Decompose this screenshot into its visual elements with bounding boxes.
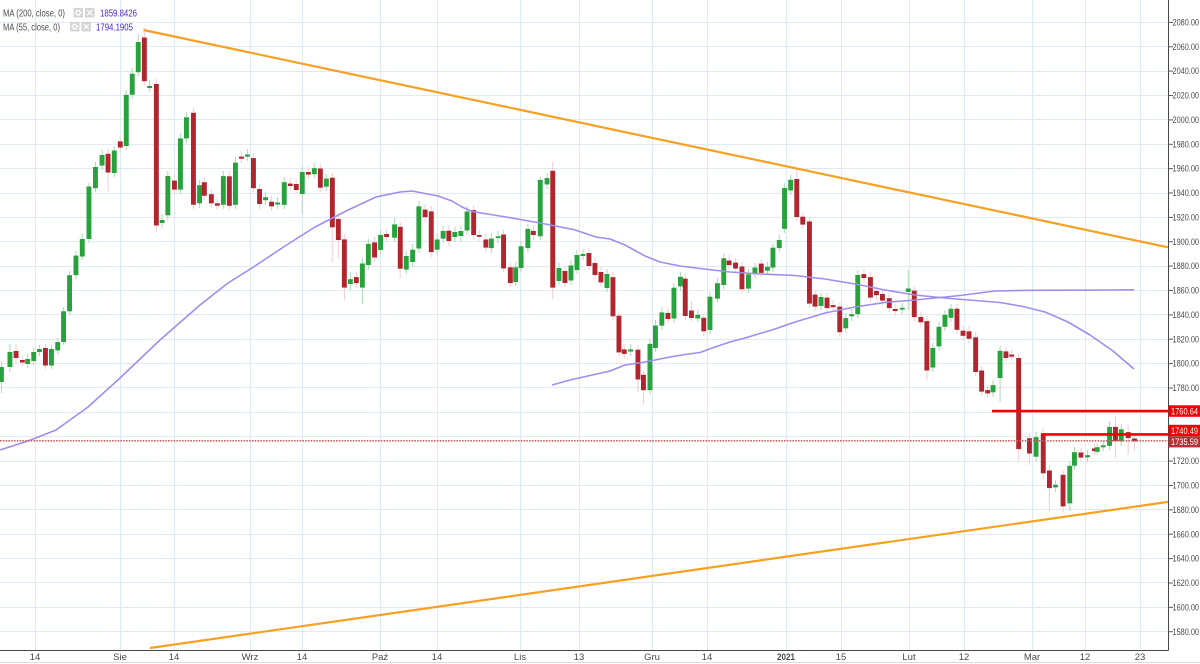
- svg-text:1840.00: 1840.00: [1173, 310, 1200, 321]
- svg-text:1735.59: 1735.59: [1171, 437, 1198, 448]
- svg-text:14: 14: [30, 652, 41, 663]
- svg-text:15: 15: [836, 652, 847, 663]
- svg-text:1900.00: 1900.00: [1173, 237, 1200, 248]
- svg-text:1794.1905: 1794.1905: [96, 22, 133, 34]
- svg-text:1660.00: 1660.00: [1173, 529, 1200, 540]
- svg-text:1780.00: 1780.00: [1173, 383, 1200, 394]
- svg-text:1640.00: 1640.00: [1173, 554, 1200, 565]
- svg-text:1760.64: 1760.64: [1171, 406, 1198, 417]
- svg-text:1580.00: 1580.00: [1173, 627, 1200, 638]
- svg-text:Mar: Mar: [1024, 652, 1040, 663]
- svg-text:Lis: Lis: [514, 652, 526, 663]
- svg-text:2000.00: 2000.00: [1173, 115, 1200, 126]
- svg-text:1720.00: 1720.00: [1173, 456, 1200, 467]
- svg-text:1740.49: 1740.49: [1171, 426, 1198, 437]
- svg-text:2060.00: 2060.00: [1173, 42, 1200, 53]
- svg-text:1940.00: 1940.00: [1173, 188, 1200, 199]
- svg-text:13: 13: [574, 652, 585, 663]
- svg-text:1880.00: 1880.00: [1173, 261, 1200, 272]
- svg-text:Lut: Lut: [902, 652, 916, 663]
- svg-text:1920.00: 1920.00: [1173, 213, 1200, 224]
- svg-text:2020.00: 2020.00: [1173, 91, 1200, 102]
- svg-text:1860.00: 1860.00: [1173, 286, 1200, 297]
- svg-text:1800.00: 1800.00: [1173, 359, 1200, 370]
- svg-text:2040.00: 2040.00: [1173, 66, 1200, 77]
- svg-text:2080.00: 2080.00: [1173, 18, 1200, 29]
- svg-text:MA (200, close, 0): MA (200, close, 0): [3, 7, 65, 19]
- svg-text:MA (55, close, 0): MA (55, close, 0): [3, 21, 60, 33]
- svg-text:1859.8426: 1859.8426: [100, 8, 137, 20]
- svg-text:1700.00: 1700.00: [1173, 481, 1200, 492]
- svg-text:14: 14: [702, 652, 713, 663]
- svg-text:1620.00: 1620.00: [1173, 578, 1200, 589]
- svg-text:Sie: Sie: [113, 652, 127, 663]
- svg-text:12: 12: [1080, 652, 1091, 663]
- svg-text:1680.00: 1680.00: [1173, 505, 1200, 516]
- svg-text:Paź: Paź: [372, 652, 389, 663]
- svg-text:Wrz: Wrz: [242, 652, 259, 663]
- svg-text:1960.00: 1960.00: [1173, 164, 1200, 175]
- svg-text:23: 23: [1135, 652, 1146, 663]
- svg-text:14: 14: [432, 652, 443, 663]
- svg-text:2021: 2021: [777, 652, 796, 663]
- svg-text:14: 14: [297, 652, 308, 663]
- svg-text:Gru: Gru: [644, 652, 660, 663]
- svg-text:14: 14: [169, 652, 180, 663]
- svg-text:1820.00: 1820.00: [1173, 334, 1200, 345]
- svg-text:12: 12: [959, 652, 970, 663]
- svg-text:1600.00: 1600.00: [1173, 602, 1200, 613]
- svg-text:1980.00: 1980.00: [1173, 139, 1200, 150]
